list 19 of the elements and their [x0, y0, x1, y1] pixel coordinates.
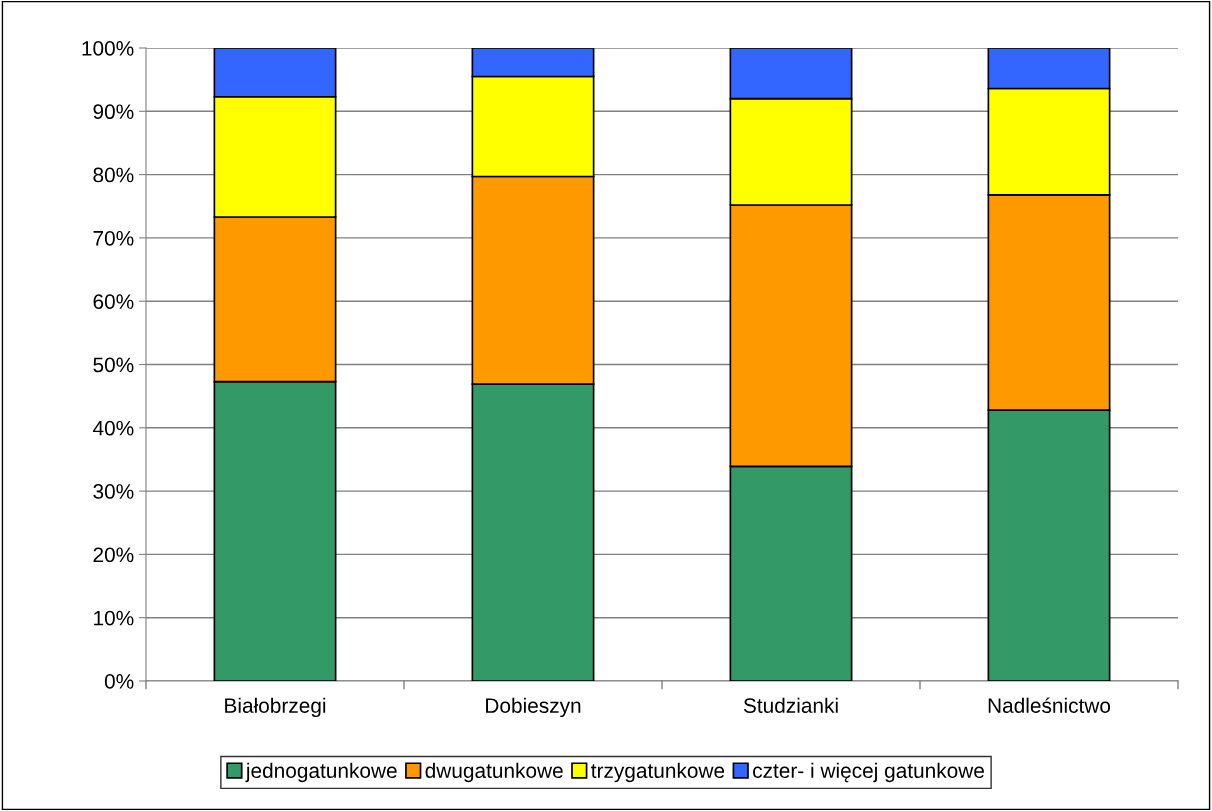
y-tick-label: 70% — [93, 230, 134, 246]
legend-label: jednogatunkowe — [245, 762, 397, 783]
legend-label: czter- i więcej gatunkowe — [753, 762, 984, 783]
x-tick-label: Białobrzegi — [225, 697, 326, 718]
legend-label: trzygatunkowe — [591, 762, 725, 783]
y-tick-label: 20% — [93, 547, 134, 563]
y-tick-label: 50% — [93, 357, 134, 373]
y-tick-label: 100% — [82, 41, 134, 56]
x-tick-label: Dobieszyn — [486, 697, 581, 718]
x-tick-label: Nadleśnictwo — [988, 697, 1111, 713]
y-tick-label: 0% — [104, 674, 134, 689]
y-tick-label: 40% — [92, 420, 134, 436]
legend-label: dwugatunkowe — [425, 762, 563, 783]
x-tick-label: Studzianki — [743, 697, 838, 713]
y-tick-label: 90% — [93, 104, 134, 120]
y-tick-label: 60% — [93, 294, 134, 309]
y-tick-label: 30% — [93, 484, 134, 499]
y-tick-label: 10% — [94, 610, 134, 626]
y-tick-label: 80% — [93, 167, 134, 183]
